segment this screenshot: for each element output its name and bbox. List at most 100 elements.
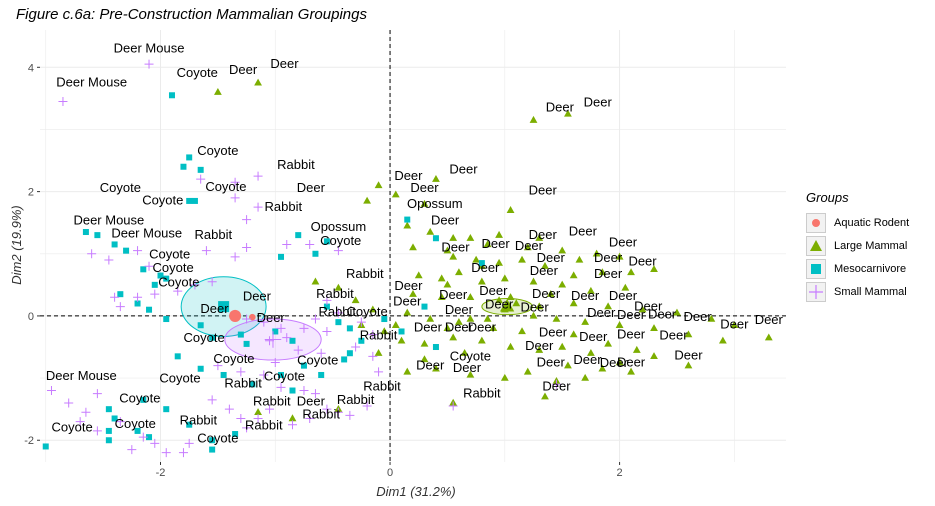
reference-lines: [40, 30, 786, 462]
point-label: Coyote: [119, 390, 160, 405]
data-point-large-mammal: [529, 311, 538, 319]
data-point-mesocarnivore: [341, 356, 348, 363]
point-label: Coyote: [149, 247, 190, 262]
data-point-mesocarnivore: [191, 197, 198, 204]
point-label: Rabbit: [337, 392, 375, 407]
data-point-small-mammal: [104, 255, 114, 265]
data-point-small-mammal: [178, 448, 188, 458]
legend-item-small-mammal: Small Mammal: [806, 280, 931, 303]
point-label: Deer: [441, 239, 470, 254]
data-point-large-mammal: [506, 293, 515, 300]
data-point-large-mammal: [650, 352, 658, 360]
data-point-large-mammal: [621, 283, 630, 291]
point-label: Deer: [515, 238, 544, 253]
data-point-small-mammal: [144, 261, 154, 271]
data-point-large-mammal: [466, 370, 475, 378]
point-label: Deer Mouse: [46, 368, 117, 383]
point-label: Deer: [571, 288, 600, 303]
point-label: Deer: [609, 234, 638, 249]
data-point-large-mammal: [615, 252, 624, 260]
data-point-small-mammal: [282, 333, 292, 343]
point-label: Rabbit: [195, 227, 233, 242]
point-label: Coyote: [158, 275, 199, 290]
data-point-large-mammal: [558, 342, 567, 350]
data-point-mesocarnivore: [209, 334, 216, 341]
data-point-small-mammal: [287, 420, 297, 430]
point-label: Coyote: [297, 352, 338, 367]
data-point-large-mammal: [604, 302, 613, 310]
data-point-mesocarnivore: [105, 427, 112, 434]
point-label: Coyote: [320, 233, 361, 248]
data-point-mesocarnivore: [289, 337, 296, 344]
legend-key-mesocarnivore: [806, 258, 826, 279]
point-label: Deer Mouse: [114, 40, 185, 55]
legend-item-large-mammal: Large Mammal: [806, 234, 931, 257]
data-point-large-mammal: [483, 314, 492, 322]
data-point-large-mammal: [730, 321, 739, 328]
point-label: Deer: [617, 326, 646, 341]
data-point-small-mammal: [133, 292, 143, 302]
point-label: Deer: [600, 355, 629, 370]
data-point-large-mammal: [472, 255, 481, 263]
data-point-small-mammal: [253, 171, 263, 181]
data-point-large-mammal: [518, 255, 526, 263]
chart-title: Figure c.6a: Pre-Construction Mammalian …: [16, 6, 367, 23]
point-label: Deer: [537, 354, 566, 369]
point-label: Deer: [468, 319, 497, 334]
data-point-mesocarnivore: [421, 303, 428, 310]
data-point-small-mammal: [150, 289, 160, 299]
data-point-small-mammal: [230, 177, 240, 187]
legend-label: Aquatic Rodent: [834, 216, 910, 229]
data-point-large-mammal: [650, 265, 658, 273]
data-point-large-mammal: [707, 314, 716, 322]
data-point-small-mammal: [368, 351, 378, 361]
data-point-large-mammal: [518, 327, 526, 335]
point-label: Deer: [431, 213, 460, 228]
data-point-large-mammal: [564, 361, 572, 369]
data-point-large-mammal: [592, 249, 601, 257]
data-point-small-mammal: [213, 361, 223, 371]
data-point-mesocarnivore: [220, 371, 227, 378]
data-point-small-mammal: [115, 417, 125, 427]
point-label: Deer: [410, 180, 439, 195]
data-point-small-mammal: [242, 314, 252, 324]
point-label: Deer: [628, 254, 657, 269]
data-point-large-mammal: [495, 230, 503, 238]
point-label: Deer: [617, 307, 646, 322]
point-label: Deer: [525, 338, 554, 353]
data-point-large-mammal: [535, 234, 544, 241]
point-label: Deer: [569, 224, 598, 239]
data-point-large-mammal: [569, 271, 578, 279]
point-label: Deer: [674, 347, 703, 362]
point-label: Coyote: [52, 420, 93, 435]
point-label: Deer: [634, 298, 663, 313]
data-point-mesocarnivore: [186, 197, 193, 204]
data-point-mesocarnivore: [163, 275, 170, 282]
data-point-small-mammal: [92, 389, 102, 399]
data-point-large-mammal: [288, 414, 297, 422]
data-point-mesocarnivore: [174, 353, 181, 360]
data-point-small-mammal: [345, 410, 355, 420]
data-point-mesocarnivore: [312, 250, 319, 257]
point-label: Deer: [445, 319, 474, 334]
data-point-large-mammal: [500, 373, 509, 381]
data-point-small-mammal: [230, 252, 240, 262]
data-point-mesocarnivore: [346, 350, 353, 357]
data-point-large-mammal: [569, 299, 578, 307]
data-point-mesocarnivore: [237, 331, 244, 338]
data-point-small-mammal: [190, 280, 200, 290]
point-label: Coyote: [205, 179, 246, 194]
data-point-large-mammal: [420, 339, 429, 347]
data-point-small-mammal: [253, 202, 263, 212]
data-point-large-mammal: [604, 339, 613, 347]
data-point-large-mammal: [409, 289, 417, 297]
data-point-mesocarnivore: [146, 306, 153, 313]
data-point-small-mammal: [299, 323, 309, 333]
data-point-large-mammal: [529, 115, 538, 123]
data-point-mesocarnivore: [111, 415, 118, 422]
data-point-small-mammal: [374, 367, 384, 377]
point-label: Deer: [755, 312, 784, 327]
data-point-large-mammal: [403, 367, 412, 375]
data-point-mesocarnivore: [42, 443, 49, 450]
point-label: Deer: [648, 306, 677, 321]
